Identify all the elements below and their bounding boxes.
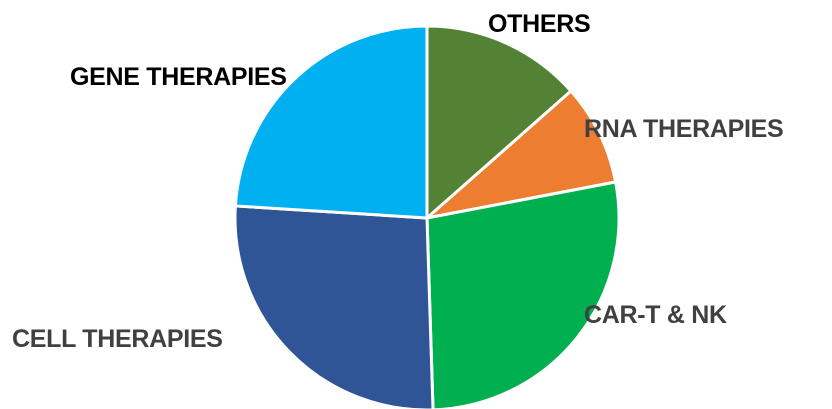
slice-label-rna-therapies: RNA THERAPIES (584, 115, 783, 143)
pie-slice-gene-therapies (233, 24, 429, 220)
pie-slices (233, 24, 621, 409)
pie-slice-others (425, 24, 573, 220)
pie-slice-rna-therapies (425, 89, 618, 220)
slice-label-others: OTHERS (488, 10, 590, 38)
slice-label-gene-therapies: GENE THERAPIES (70, 63, 287, 91)
pie-slice-car-t-nk (425, 180, 621, 409)
slice-label-car-t-nk: CAR-T & NK (584, 301, 727, 329)
slice-label-cell-therapies: CELL THERAPIES (12, 325, 223, 353)
pie-slice-cell-therapies (233, 204, 435, 409)
